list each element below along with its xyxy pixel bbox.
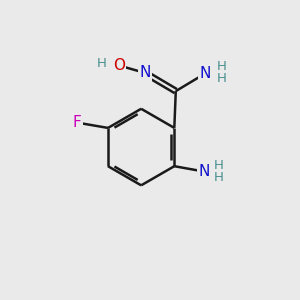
Text: H: H [97, 57, 107, 70]
Text: F: F [73, 115, 82, 130]
Text: O: O [113, 58, 125, 73]
Text: N: N [139, 65, 151, 80]
Text: H: H [217, 61, 226, 74]
Text: H: H [214, 158, 224, 172]
Text: N: N [200, 66, 211, 81]
Text: H: H [217, 72, 226, 85]
Text: H: H [214, 172, 224, 184]
Text: N: N [198, 164, 209, 179]
